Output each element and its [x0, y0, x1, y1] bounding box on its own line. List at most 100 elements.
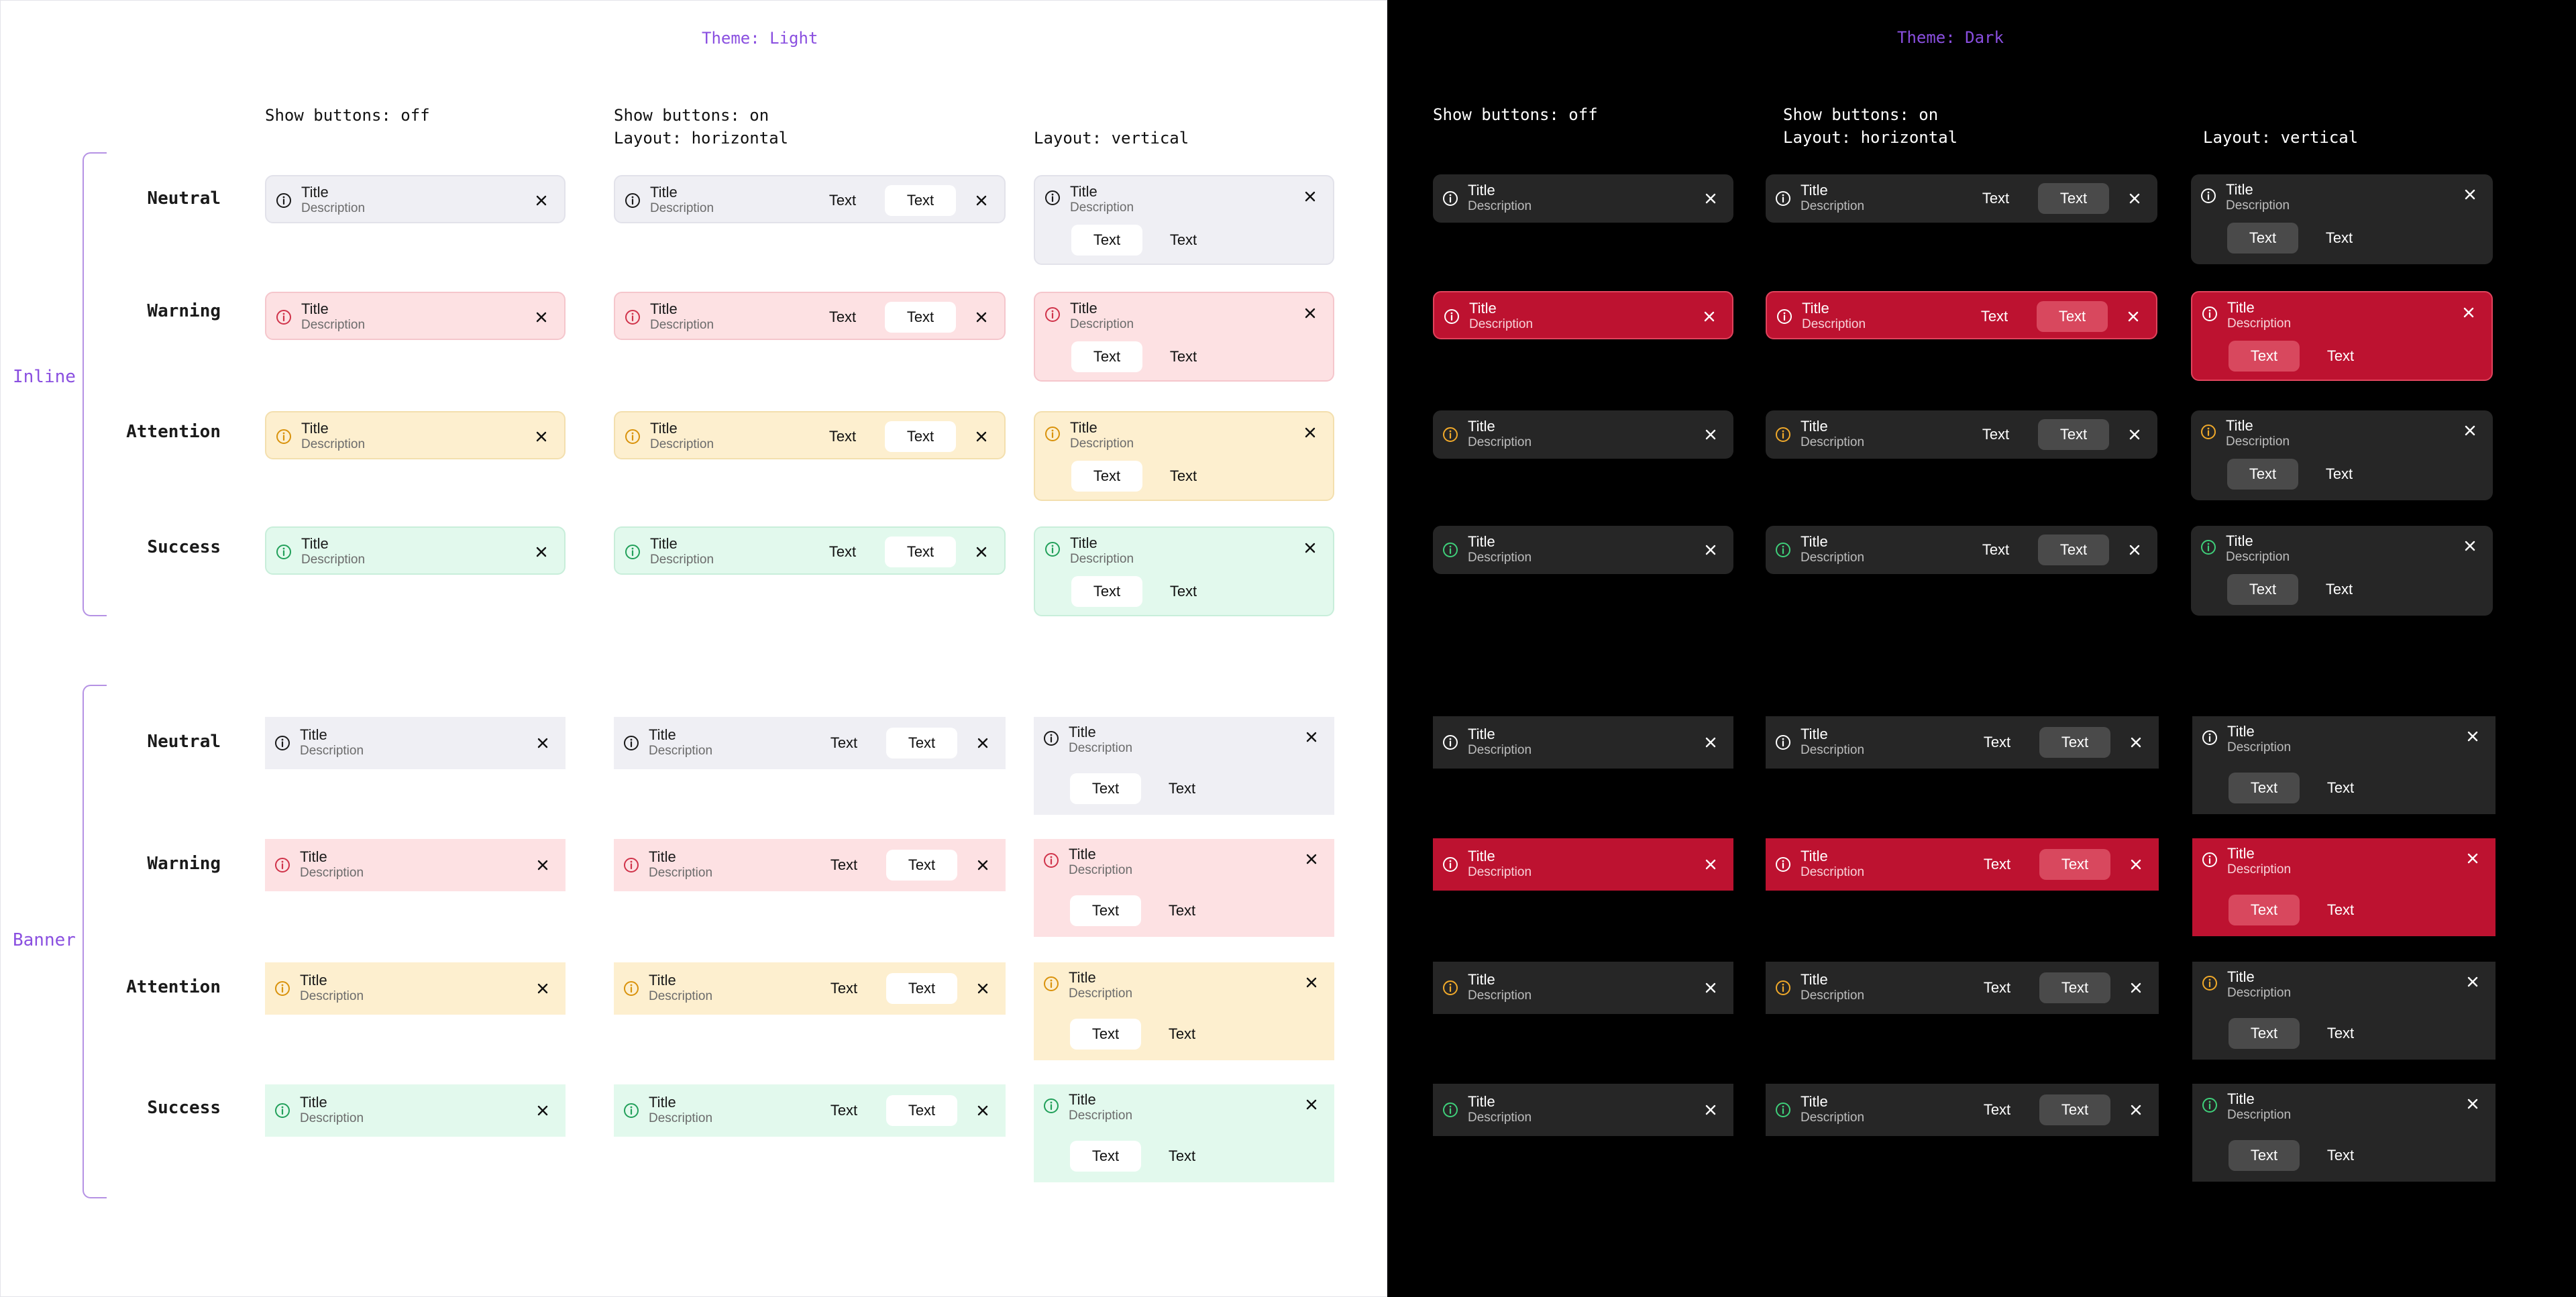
close-icon[interactable]	[2462, 538, 2478, 554]
primary-button[interactable]: Text	[2229, 1018, 2300, 1049]
secondary-button[interactable]: Text	[1983, 1101, 2011, 1118]
primary-button[interactable]: Text	[885, 302, 956, 333]
close-icon[interactable]	[2461, 304, 2477, 321]
close-icon[interactable]	[1703, 734, 1719, 750]
primary-button[interactable]: Text	[1070, 895, 1141, 926]
secondary-button[interactable]: Text	[830, 856, 858, 873]
close-icon[interactable]	[1701, 308, 1717, 325]
close-icon[interactable]	[535, 857, 551, 873]
secondary-button[interactable]: Text	[828, 308, 857, 325]
secondary-button[interactable]: Text	[2325, 581, 2353, 598]
close-icon[interactable]	[1302, 425, 1318, 441]
close-icon[interactable]	[975, 980, 991, 997]
close-icon[interactable]	[533, 192, 549, 209]
secondary-button[interactable]: Text	[1982, 426, 2010, 443]
close-icon[interactable]	[2465, 728, 2481, 744]
close-icon[interactable]	[973, 192, 989, 209]
close-icon[interactable]	[2462, 422, 2478, 439]
primary-button[interactable]: Text	[886, 728, 957, 758]
close-icon[interactable]	[973, 544, 989, 560]
close-icon[interactable]	[533, 309, 549, 325]
primary-button[interactable]: Text	[2039, 727, 2110, 758]
close-icon[interactable]	[1303, 729, 1320, 745]
close-icon[interactable]	[2127, 542, 2143, 558]
close-icon[interactable]	[1703, 542, 1719, 558]
close-icon[interactable]	[1302, 305, 1318, 321]
secondary-button[interactable]: Text	[2325, 465, 2353, 482]
primary-button[interactable]: Text	[886, 850, 957, 881]
close-icon[interactable]	[1703, 856, 1719, 872]
secondary-button[interactable]: Text	[2325, 229, 2353, 246]
secondary-button[interactable]: Text	[1168, 780, 1196, 797]
close-icon[interactable]	[973, 309, 989, 325]
primary-button[interactable]: Text	[2229, 895, 2300, 925]
secondary-button[interactable]: Text	[830, 734, 858, 751]
primary-button[interactable]: Text	[1070, 1141, 1141, 1172]
close-icon[interactable]	[2462, 186, 2478, 203]
close-icon[interactable]	[1303, 851, 1320, 867]
close-icon[interactable]	[1302, 188, 1318, 205]
secondary-button[interactable]: Text	[1168, 902, 1196, 919]
primary-button[interactable]: Text	[2229, 1140, 2300, 1171]
secondary-button[interactable]: Text	[830, 980, 858, 997]
primary-button[interactable]: Text	[2229, 773, 2300, 803]
close-icon[interactable]	[1303, 1096, 1320, 1113]
secondary-button[interactable]: Text	[2326, 1147, 2355, 1164]
close-icon[interactable]	[535, 1103, 551, 1119]
secondary-button[interactable]: Text	[828, 428, 857, 445]
primary-button[interactable]: Text	[2038, 534, 2109, 565]
primary-button[interactable]: Text	[2227, 574, 2298, 605]
secondary-button[interactable]: Text	[2326, 1025, 2355, 1041]
primary-button[interactable]: Text	[2229, 341, 2300, 372]
secondary-button[interactable]: Text	[828, 543, 857, 560]
secondary-button[interactable]: Text	[1169, 231, 1197, 248]
primary-button[interactable]: Text	[2038, 183, 2109, 214]
secondary-button[interactable]: Text	[1169, 583, 1197, 600]
close-icon[interactable]	[975, 735, 991, 751]
close-icon[interactable]	[975, 857, 991, 873]
primary-button[interactable]: Text	[2039, 972, 2110, 1003]
secondary-button[interactable]: Text	[1983, 856, 2011, 872]
primary-button[interactable]: Text	[1071, 225, 1142, 256]
close-icon[interactable]	[2465, 1096, 2481, 1112]
secondary-button[interactable]: Text	[1982, 541, 2010, 558]
primary-button[interactable]: Text	[1070, 773, 1141, 804]
primary-button[interactable]: Text	[2039, 849, 2110, 880]
close-icon[interactable]	[2465, 850, 2481, 866]
primary-button[interactable]: Text	[885, 185, 956, 216]
close-icon[interactable]	[535, 735, 551, 751]
primary-button[interactable]: Text	[1071, 576, 1142, 607]
primary-button[interactable]: Text	[2227, 223, 2298, 253]
secondary-button[interactable]: Text	[1980, 308, 2008, 325]
close-icon[interactable]	[2125, 308, 2141, 325]
primary-button[interactable]: Text	[2039, 1094, 2110, 1125]
close-icon[interactable]	[1303, 974, 1320, 991]
secondary-button[interactable]: Text	[2326, 347, 2355, 364]
close-icon[interactable]	[533, 429, 549, 445]
close-icon[interactable]	[1703, 427, 1719, 443]
close-icon[interactable]	[2128, 856, 2144, 872]
primary-button[interactable]: Text	[1071, 341, 1142, 372]
primary-button[interactable]: Text	[886, 1095, 957, 1126]
primary-button[interactable]: Text	[2038, 419, 2109, 450]
close-icon[interactable]	[1703, 980, 1719, 996]
primary-button[interactable]: Text	[885, 421, 956, 452]
primary-button[interactable]: Text	[886, 973, 957, 1004]
primary-button[interactable]: Text	[885, 537, 956, 567]
primary-button[interactable]: Text	[2037, 301, 2108, 332]
close-icon[interactable]	[2465, 974, 2481, 990]
primary-button[interactable]: Text	[1070, 1019, 1141, 1050]
close-icon[interactable]	[975, 1103, 991, 1119]
secondary-button[interactable]: Text	[1168, 1147, 1196, 1164]
primary-button[interactable]: Text	[1071, 461, 1142, 492]
secondary-button[interactable]: Text	[1983, 734, 2011, 750]
close-icon[interactable]	[1703, 1102, 1719, 1118]
close-icon[interactable]	[535, 980, 551, 997]
primary-button[interactable]: Text	[2227, 459, 2298, 490]
secondary-button[interactable]: Text	[1983, 979, 2011, 996]
secondary-button[interactable]: Text	[828, 192, 857, 209]
secondary-button[interactable]: Text	[2326, 901, 2355, 918]
secondary-button[interactable]: Text	[1169, 467, 1197, 484]
secondary-button[interactable]: Text	[1168, 1025, 1196, 1042]
close-icon[interactable]	[2128, 980, 2144, 996]
